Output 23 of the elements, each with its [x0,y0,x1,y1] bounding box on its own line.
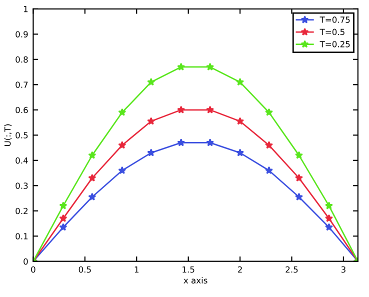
y-tick-label: 1 [24,6,28,12]
y-axis-title: U(:,T) [4,124,12,146]
y-tick-label: 0 [24,258,28,265]
y-tick-label: 0.3 [16,182,28,189]
y-tick-label: 0.6 [16,106,28,114]
x-tick-label: 0.5 [78,266,91,273]
x-tick-label: 3 [341,266,346,273]
x-tick-label: 1.5 [182,266,194,273]
x-tick-label: 2 [238,266,242,273]
y-tick-label: 0.1 [16,233,28,240]
y-tick-label: 0.7 [16,82,28,88]
legend-label: T=0.5 [320,28,344,36]
x-axis-title: x axis [184,277,208,284]
legend-label: T=0.25 [320,41,350,48]
y-tick-label: 0.9 [16,31,28,38]
legend-label: T=0.75 [320,16,350,23]
y-tick-label: 0.4 [16,157,28,164]
x-tick-label: 1 [134,266,139,273]
x-tick-label: 0 [31,266,36,273]
x-tick-label: 2.5 [286,266,298,273]
y-tick-label: 0.2 [16,208,28,214]
y-tick-label: 0.5 [16,132,28,138]
y-tick-label: 0.8 [16,56,28,63]
